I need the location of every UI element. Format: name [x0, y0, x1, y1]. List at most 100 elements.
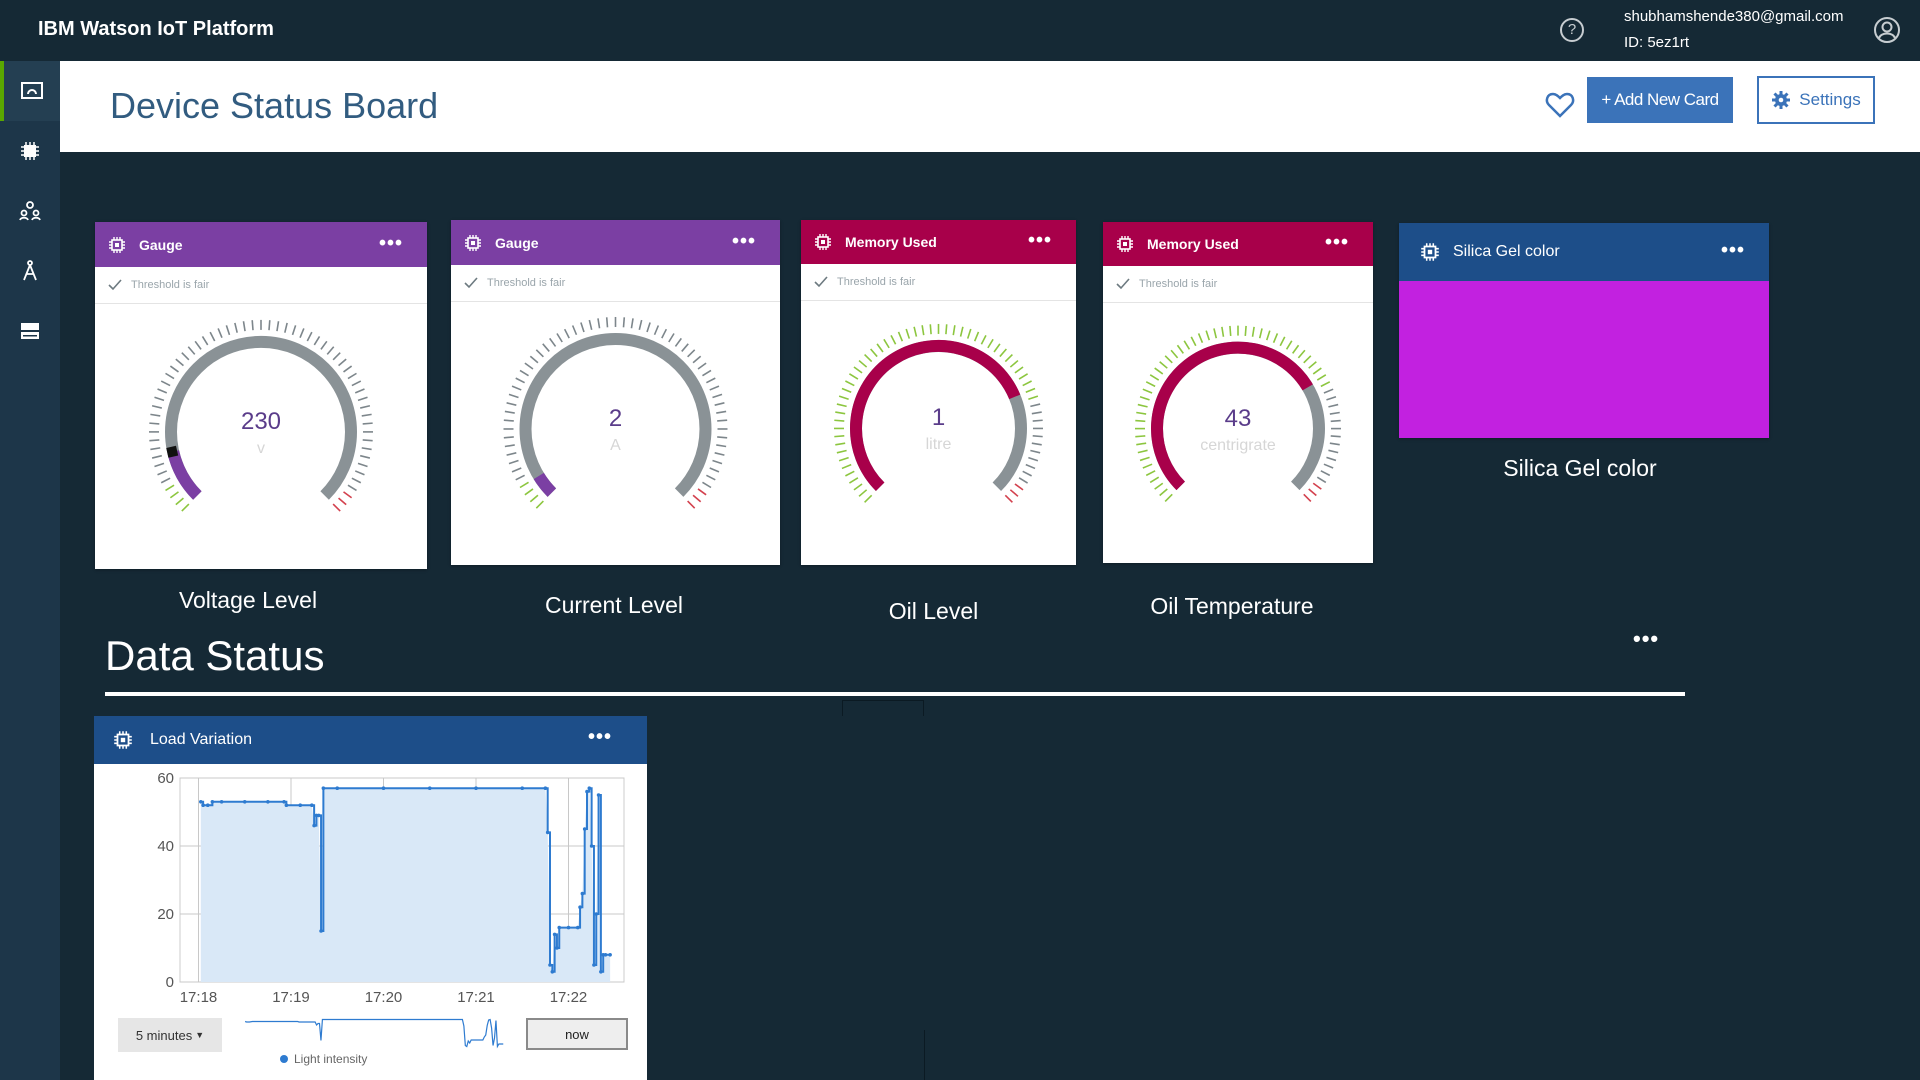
- overview-navigator[interactable]: [232, 1016, 522, 1052]
- add-new-card-button[interactable]: + Add New Card: [1587, 77, 1733, 123]
- gauge-tick: [973, 331, 980, 342]
- data-point[interactable]: [319, 929, 323, 933]
- sidebar-item-members[interactable]: [0, 181, 60, 241]
- now-button[interactable]: now: [526, 1018, 628, 1050]
- gauge-tick: [987, 338, 994, 349]
- gauge-tick: [841, 387, 852, 394]
- data-point[interactable]: [594, 912, 599, 916]
- gauge-tick: [1149, 476, 1160, 484]
- gauge-tick: [1154, 367, 1164, 375]
- data-point[interactable]: [555, 946, 559, 950]
- data-point[interactable]: [552, 932, 557, 937]
- data-point[interactable]: [585, 789, 589, 794]
- data-point[interactable]: [578, 905, 582, 909]
- gauge-tick: [1022, 380, 1032, 387]
- section-menu-button[interactable]: •••: [1633, 626, 1660, 651]
- data-point[interactable]: [312, 823, 316, 828]
- gauge-tick: [836, 449, 847, 454]
- gauge-tick: [175, 497, 184, 506]
- card-menu-button[interactable]: •••: [1324, 231, 1349, 254]
- data-point[interactable]: [548, 963, 552, 967]
- card-menu-button[interactable]: •••: [588, 726, 613, 748]
- data-point[interactable]: [427, 786, 432, 790]
- data-point[interactable]: [205, 803, 210, 807]
- data-point[interactable]: [282, 800, 286, 804]
- gauge-tick: [351, 477, 362, 484]
- gauge-tick: [535, 500, 544, 509]
- data-point[interactable]: [284, 803, 289, 807]
- silica-gel-color-card: Silica Gel color •••: [1399, 223, 1769, 438]
- sidebar-item-apps[interactable]: [0, 241, 60, 301]
- gauge-tick: [351, 380, 362, 387]
- gauge-tick: [165, 484, 175, 492]
- data-point[interactable]: [310, 803, 314, 807]
- data-point[interactable]: [335, 786, 340, 790]
- gauge-tick: [160, 380, 171, 387]
- gauge-tick: [1030, 403, 1041, 408]
- data-point[interactable]: [520, 786, 525, 790]
- gauge-tick: [661, 328, 668, 339]
- threshold-text: Threshold is fair: [837, 276, 916, 288]
- data-point[interactable]: [596, 793, 601, 797]
- data-point[interactable]: [575, 925, 580, 930]
- chip-icon: [1421, 243, 1439, 261]
- gauge-tick: [276, 321, 280, 332]
- data-point[interactable]: [566, 925, 571, 930]
- voltage-gauge-card: Gauge ••• Threshold is fair 230 v: [95, 222, 427, 569]
- gauge-tick: [1164, 493, 1173, 502]
- heart-icon[interactable]: [1544, 89, 1576, 121]
- gauge-tick: [361, 447, 372, 451]
- settings-button[interactable]: Settings: [1757, 76, 1875, 124]
- card-menu-button[interactable]: •••: [731, 229, 756, 252]
- data-point[interactable]: [603, 953, 608, 957]
- sidebar-item-boards[interactable]: [0, 61, 60, 121]
- data-point[interactable]: [580, 891, 585, 896]
- gauge-tick: [508, 459, 519, 465]
- data-point[interactable]: [298, 803, 303, 807]
- data-point[interactable]: [210, 800, 215, 804]
- data-point[interactable]: [545, 830, 550, 835]
- y-tick-label: 0: [166, 974, 174, 991]
- data-point[interactable]: [582, 827, 587, 831]
- chart-legend[interactable]: Light intensity: [280, 1052, 367, 1066]
- card-menu-button[interactable]: •••: [1027, 229, 1052, 252]
- resize-handle[interactable]: [842, 700, 924, 716]
- gauge-tick: [709, 385, 720, 391]
- sidebar-item-devices[interactable]: [0, 121, 60, 181]
- data-point[interactable]: [550, 970, 555, 974]
- data-point[interactable]: [587, 786, 592, 790]
- data-point[interactable]: [474, 786, 478, 790]
- data-point[interactable]: [219, 800, 224, 804]
- data-point[interactable]: [608, 953, 612, 957]
- time-range-select[interactable]: 5 minutes ▼: [118, 1018, 222, 1052]
- gauge-tick: [1149, 374, 1160, 381]
- gauge-tick: [1135, 435, 1146, 438]
- data-point[interactable]: [589, 844, 594, 848]
- y-tick-label: 60: [157, 770, 174, 787]
- data-point[interactable]: [201, 803, 205, 807]
- data-point[interactable]: [543, 786, 548, 790]
- data-point[interactable]: [321, 786, 326, 790]
- data-point[interactable]: [381, 786, 386, 790]
- threshold-text: Threshold is fair: [487, 277, 566, 289]
- brand-title[interactable]: IBM Watson IoT Platform: [38, 18, 274, 40]
- card-menu-button[interactable]: •••: [1720, 239, 1745, 262]
- threshold-status: Threshold is fair: [451, 265, 780, 302]
- gauge-tick: [712, 459, 723, 465]
- page-title: Device Status Board: [110, 85, 439, 126]
- checkmark-icon: [1116, 278, 1130, 290]
- data-point[interactable]: [557, 925, 562, 930]
- user-profile-icon[interactable]: [1873, 16, 1901, 44]
- data-point[interactable]: [592, 963, 596, 967]
- card-menu-button[interactable]: •••: [378, 231, 403, 254]
- extensions-icon: [21, 323, 39, 339]
- data-point[interactable]: [266, 800, 270, 804]
- gauge-tick: [149, 439, 160, 442]
- gauge-tick: [1183, 340, 1191, 350]
- data-point[interactable]: [599, 970, 603, 974]
- data-point[interactable]: [199, 800, 203, 804]
- data-point[interactable]: [242, 800, 247, 804]
- help-icon[interactable]: ?: [1560, 18, 1584, 42]
- sidebar-item-extensions[interactable]: [0, 301, 60, 361]
- data-point[interactable]: [316, 813, 321, 818]
